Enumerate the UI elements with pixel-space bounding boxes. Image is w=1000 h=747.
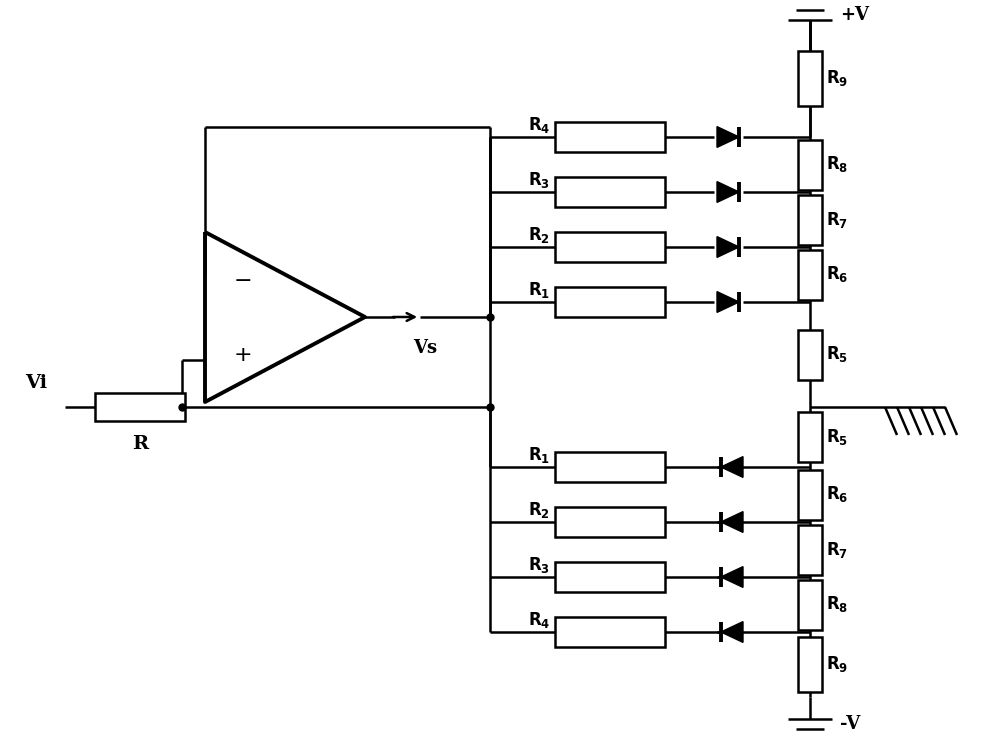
Bar: [555, 287, 665, 317]
Text: $\mathbf{R_7}$: $\mathbf{R_7}$: [826, 209, 848, 229]
Bar: [798, 249, 822, 300]
Text: $\mathbf{R_9}$: $\mathbf{R_9}$: [826, 69, 848, 88]
Bar: [798, 329, 822, 379]
Text: $\mathbf{R_5}$: $\mathbf{R_5}$: [826, 427, 848, 447]
Bar: [798, 580, 822, 630]
Text: $-$: $-$: [233, 269, 251, 289]
Bar: [555, 452, 665, 482]
Bar: [798, 194, 822, 244]
Bar: [798, 412, 822, 462]
Bar: [798, 140, 822, 190]
Bar: [798, 524, 822, 574]
Text: Vs: Vs: [413, 339, 437, 357]
Text: $\mathbf{R_6}$: $\mathbf{R_6}$: [826, 264, 848, 285]
Text: $\mathbf{R_7}$: $\mathbf{R_7}$: [826, 539, 848, 560]
Text: $\mathbf{R_8}$: $\mathbf{R_8}$: [826, 595, 848, 615]
Bar: [95, 393, 185, 421]
Text: $\mathbf{R_4}$: $\mathbf{R_4}$: [528, 610, 550, 630]
Polygon shape: [721, 567, 743, 587]
Text: $\mathbf{R_6}$: $\mathbf{R_6}$: [826, 485, 848, 504]
Bar: [555, 177, 665, 207]
Text: $\mathbf{R_9}$: $\mathbf{R_9}$: [826, 654, 848, 675]
Polygon shape: [717, 291, 739, 312]
Text: $+$: $+$: [233, 345, 251, 365]
Text: $\mathbf{R_8}$: $\mathbf{R_8}$: [826, 155, 848, 175]
Bar: [555, 122, 665, 152]
Text: $\mathbf{R_3}$: $\mathbf{R_3}$: [528, 555, 550, 575]
Polygon shape: [721, 512, 743, 533]
Polygon shape: [721, 456, 743, 477]
Bar: [798, 51, 822, 106]
Text: $\mathbf{R_3}$: $\mathbf{R_3}$: [528, 170, 550, 190]
Polygon shape: [717, 126, 739, 147]
Bar: [798, 470, 822, 519]
Text: R: R: [132, 435, 148, 453]
Bar: [555, 507, 665, 537]
Text: $\mathbf{R_5}$: $\mathbf{R_5}$: [826, 344, 848, 365]
Bar: [555, 562, 665, 592]
Text: $\mathbf{R_1}$: $\mathbf{R_1}$: [528, 280, 550, 300]
Polygon shape: [721, 622, 743, 642]
Bar: [555, 232, 665, 262]
Text: Vi: Vi: [25, 374, 47, 392]
Text: $\mathbf{R_2}$: $\mathbf{R_2}$: [528, 500, 550, 520]
Polygon shape: [717, 182, 739, 202]
Text: $\mathbf{R_2}$: $\mathbf{R_2}$: [528, 225, 550, 245]
Text: $\mathbf{R_4}$: $\mathbf{R_4}$: [528, 115, 550, 135]
Text: +V: +V: [840, 6, 869, 24]
Bar: [798, 637, 822, 692]
Text: -V: -V: [840, 715, 860, 733]
Text: $\mathbf{R_1}$: $\mathbf{R_1}$: [528, 445, 550, 465]
Polygon shape: [717, 237, 739, 258]
Bar: [555, 617, 665, 647]
